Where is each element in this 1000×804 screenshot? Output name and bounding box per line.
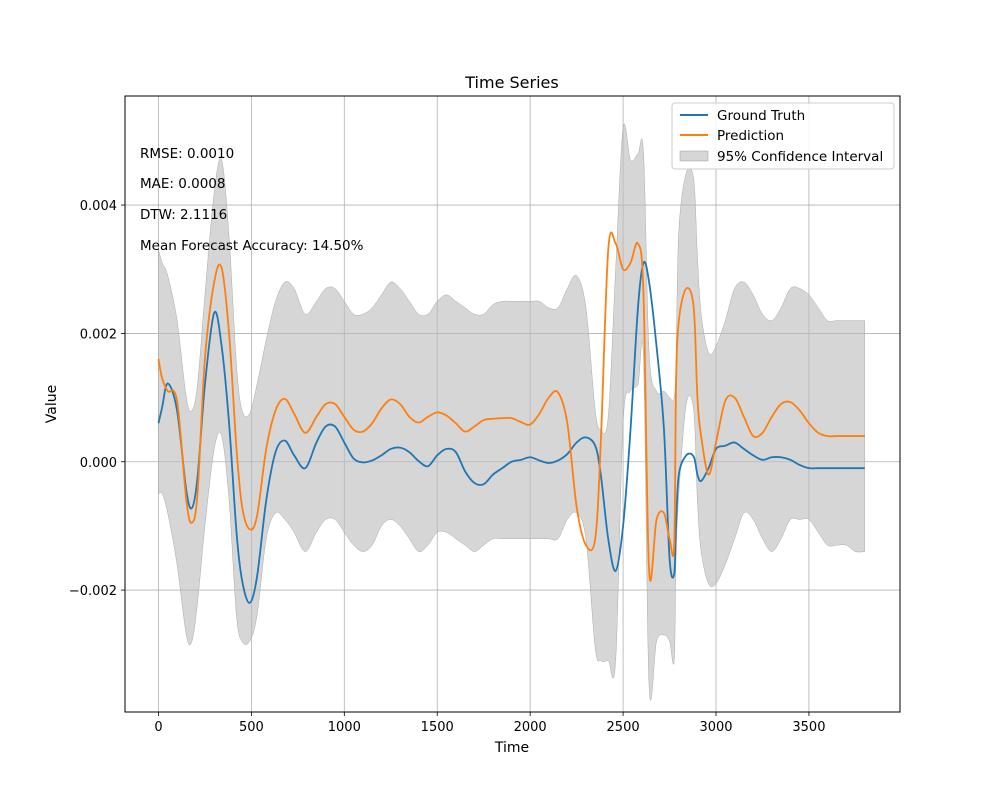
- x-tick-label: 1500: [421, 720, 454, 735]
- legend-prediction-label: Prediction: [717, 128, 784, 144]
- confidence-interval-band: [158, 124, 865, 701]
- legend-box: [671, 102, 895, 170]
- x-tick-label: 0: [154, 720, 162, 735]
- chart-title: Time Series: [464, 73, 558, 92]
- plot-frame: [124, 95, 901, 713]
- legend-ground-truth-label: Ground Truth: [717, 108, 805, 124]
- metrics-annotations: RMSE: 0.0010 MAE: 0.0008 DTW: 2.1116 Mea…: [140, 146, 364, 254]
- mae-annotation: MAE: 0.0008: [140, 176, 226, 192]
- series-line-prediction: [157, 231, 865, 582]
- x-tick-label: 2500: [607, 720, 640, 735]
- x-tick-label: 2000: [514, 720, 547, 735]
- confidence-band-layer: [158, 124, 865, 701]
- series-layer: [157, 231, 865, 604]
- y-tick-label: 0.000: [80, 456, 117, 471]
- legend: Ground Truth Prediction 95% Confidence I…: [671, 102, 895, 170]
- x-axis-label: Time: [494, 740, 529, 756]
- series-line-ground-truth: [157, 260, 865, 604]
- x-tick-label: 1000: [328, 720, 361, 735]
- tick-layer: 0 500 1000 1500 2000 2500 3000 3500 −0.002 0.000 0…: [69, 199, 826, 735]
- y-tick-label: 0.002: [80, 327, 117, 342]
- legend-confidence-interval-swatch: [679, 150, 709, 162]
- y-tick-label: 0.004: [80, 199, 117, 214]
- y-tick-label: −0.002: [69, 584, 117, 599]
- rmse-annotation: RMSE: 0.0010: [140, 146, 234, 162]
- dtw-annotation: DTW: 2.1116: [140, 207, 227, 223]
- legend-confidence-interval-label: 95% Confidence Interval: [717, 149, 883, 165]
- y-axis-label: Value: [44, 385, 60, 423]
- x-tick-label: 3500: [792, 720, 825, 735]
- x-tick-label: 500: [239, 720, 264, 735]
- mean-forecast-accuracy-annotation: Mean Forecast Accuracy: 14.50%: [140, 238, 364, 254]
- x-tick-label: 3000: [699, 720, 732, 735]
